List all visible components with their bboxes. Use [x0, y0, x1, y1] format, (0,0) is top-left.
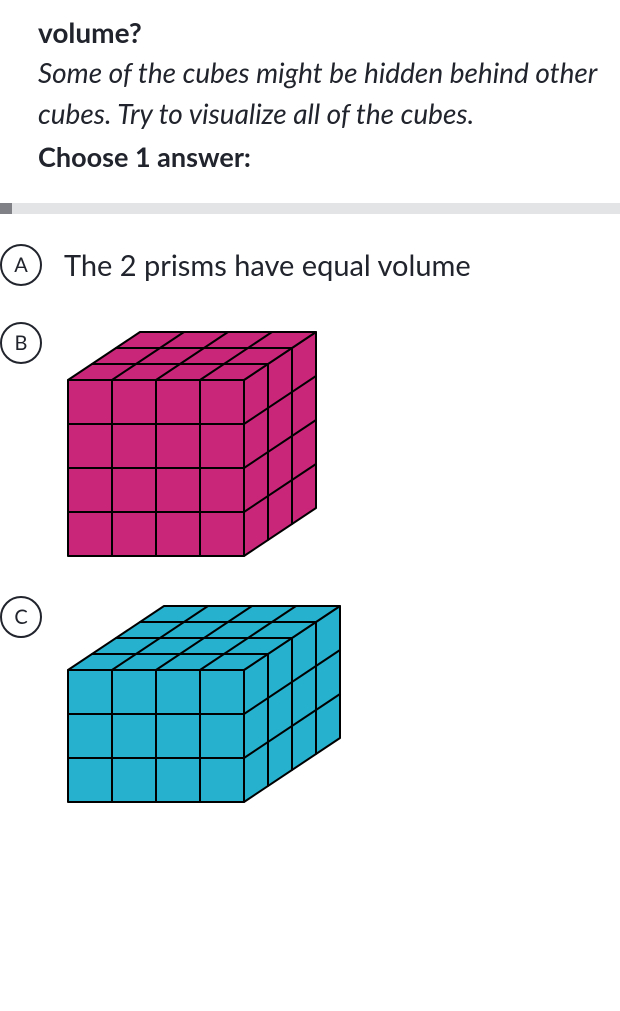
answer-figure-c — [64, 596, 620, 806]
answer-option-b[interactable]: B — [0, 322, 620, 560]
progress-fill — [0, 203, 12, 214]
answer-list: A The 2 prisms have equal volume B C — [0, 214, 620, 846]
answer-text-a: The 2 prisms have equal volume — [64, 244, 620, 285]
question-hint: Some of the cubes might be hidden behind… — [38, 52, 620, 133]
prism-c-svg — [64, 602, 344, 806]
radio-letter-b: B — [0, 322, 42, 364]
radio-letter-c: C — [0, 596, 42, 638]
progress-bar — [0, 203, 620, 214]
radio-letter-a: A — [0, 244, 42, 286]
prism-b-svg — [64, 328, 320, 560]
choose-instruction: Choose 1 answer: — [38, 140, 620, 173]
question-title: volume? — [38, 0, 620, 50]
answer-option-a[interactable]: A The 2 prisms have equal volume — [0, 244, 620, 286]
answer-option-c[interactable]: C — [0, 596, 620, 806]
answer-figure-b — [64, 322, 620, 560]
question-container: volume? Some of the cubes might be hidde… — [0, 0, 620, 173]
